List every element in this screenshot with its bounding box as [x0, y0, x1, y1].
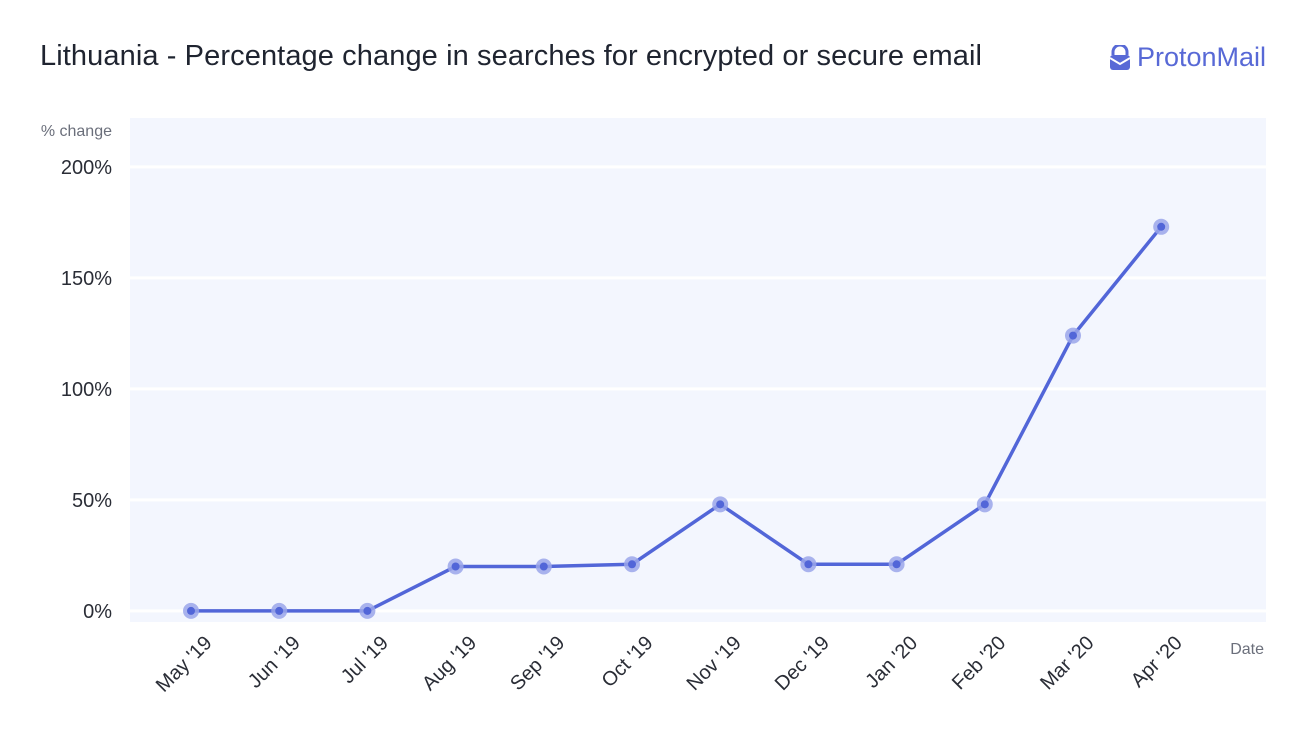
x-tick-label: May '19 — [152, 632, 217, 697]
grid-lines — [130, 165, 1266, 613]
y-tick-label: 50% — [72, 490, 112, 512]
x-tick-label: Jul '19 — [337, 632, 393, 688]
x-tick-label: Aug '19 — [418, 632, 481, 695]
y-tick-label: 100% — [61, 379, 112, 401]
y-axis-label: % change — [41, 123, 112, 140]
plot-area — [130, 118, 1266, 622]
data-point[interactable] — [888, 556, 905, 573]
brand-name: ProtonMail — [1136, 42, 1266, 72]
x-tick-label: Jun '19 — [244, 632, 305, 693]
y-tick-label: 200% — [61, 157, 112, 179]
x-tick-label: Mar '20 — [1036, 632, 1098, 694]
y-tick-label: 0% — [83, 601, 112, 623]
x-tick-label: Jan '20 — [861, 632, 922, 693]
data-point[interactable] — [535, 558, 552, 575]
series-line — [191, 225, 1163, 613]
data-point[interactable] — [1153, 218, 1170, 235]
lock-icon — [1109, 44, 1131, 70]
data-points — [183, 218, 1170, 619]
data-point[interactable] — [976, 496, 993, 513]
data-point[interactable] — [624, 556, 640, 573]
x-axis-label: Date — [1230, 641, 1264, 658]
brand-logo[interactable]: ProtonMail — [1109, 42, 1266, 73]
data-point[interactable] — [800, 556, 817, 573]
data-point[interactable] — [712, 496, 729, 513]
chart-title: Lithuania - Percentage change in searche… — [40, 40, 983, 72]
x-tick-label: Dec '19 — [771, 632, 834, 695]
x-tick-label: Feb '20 — [948, 632, 1010, 694]
x-tick-label: Sep '19 — [506, 632, 569, 695]
data-point[interactable] — [183, 602, 199, 619]
y-axis-ticks: 0% 50% 100% 150% 200% — [61, 157, 112, 623]
data-point[interactable] — [1065, 327, 1081, 344]
x-tick-label: Nov '19 — [683, 632, 746, 695]
x-axis-ticks: May '19 Jun '19 Jul '19 Aug '19 Sep '19 Oct '… — [152, 632, 1187, 697]
data-point[interactable] — [359, 602, 376, 619]
data-point[interactable] — [271, 602, 288, 619]
data-point[interactable] — [447, 558, 464, 575]
x-tick-label: Oct '19 — [598, 632, 658, 692]
x-tick-label: Apr '20 — [1127, 632, 1187, 692]
y-tick-label: 150% — [61, 268, 112, 290]
